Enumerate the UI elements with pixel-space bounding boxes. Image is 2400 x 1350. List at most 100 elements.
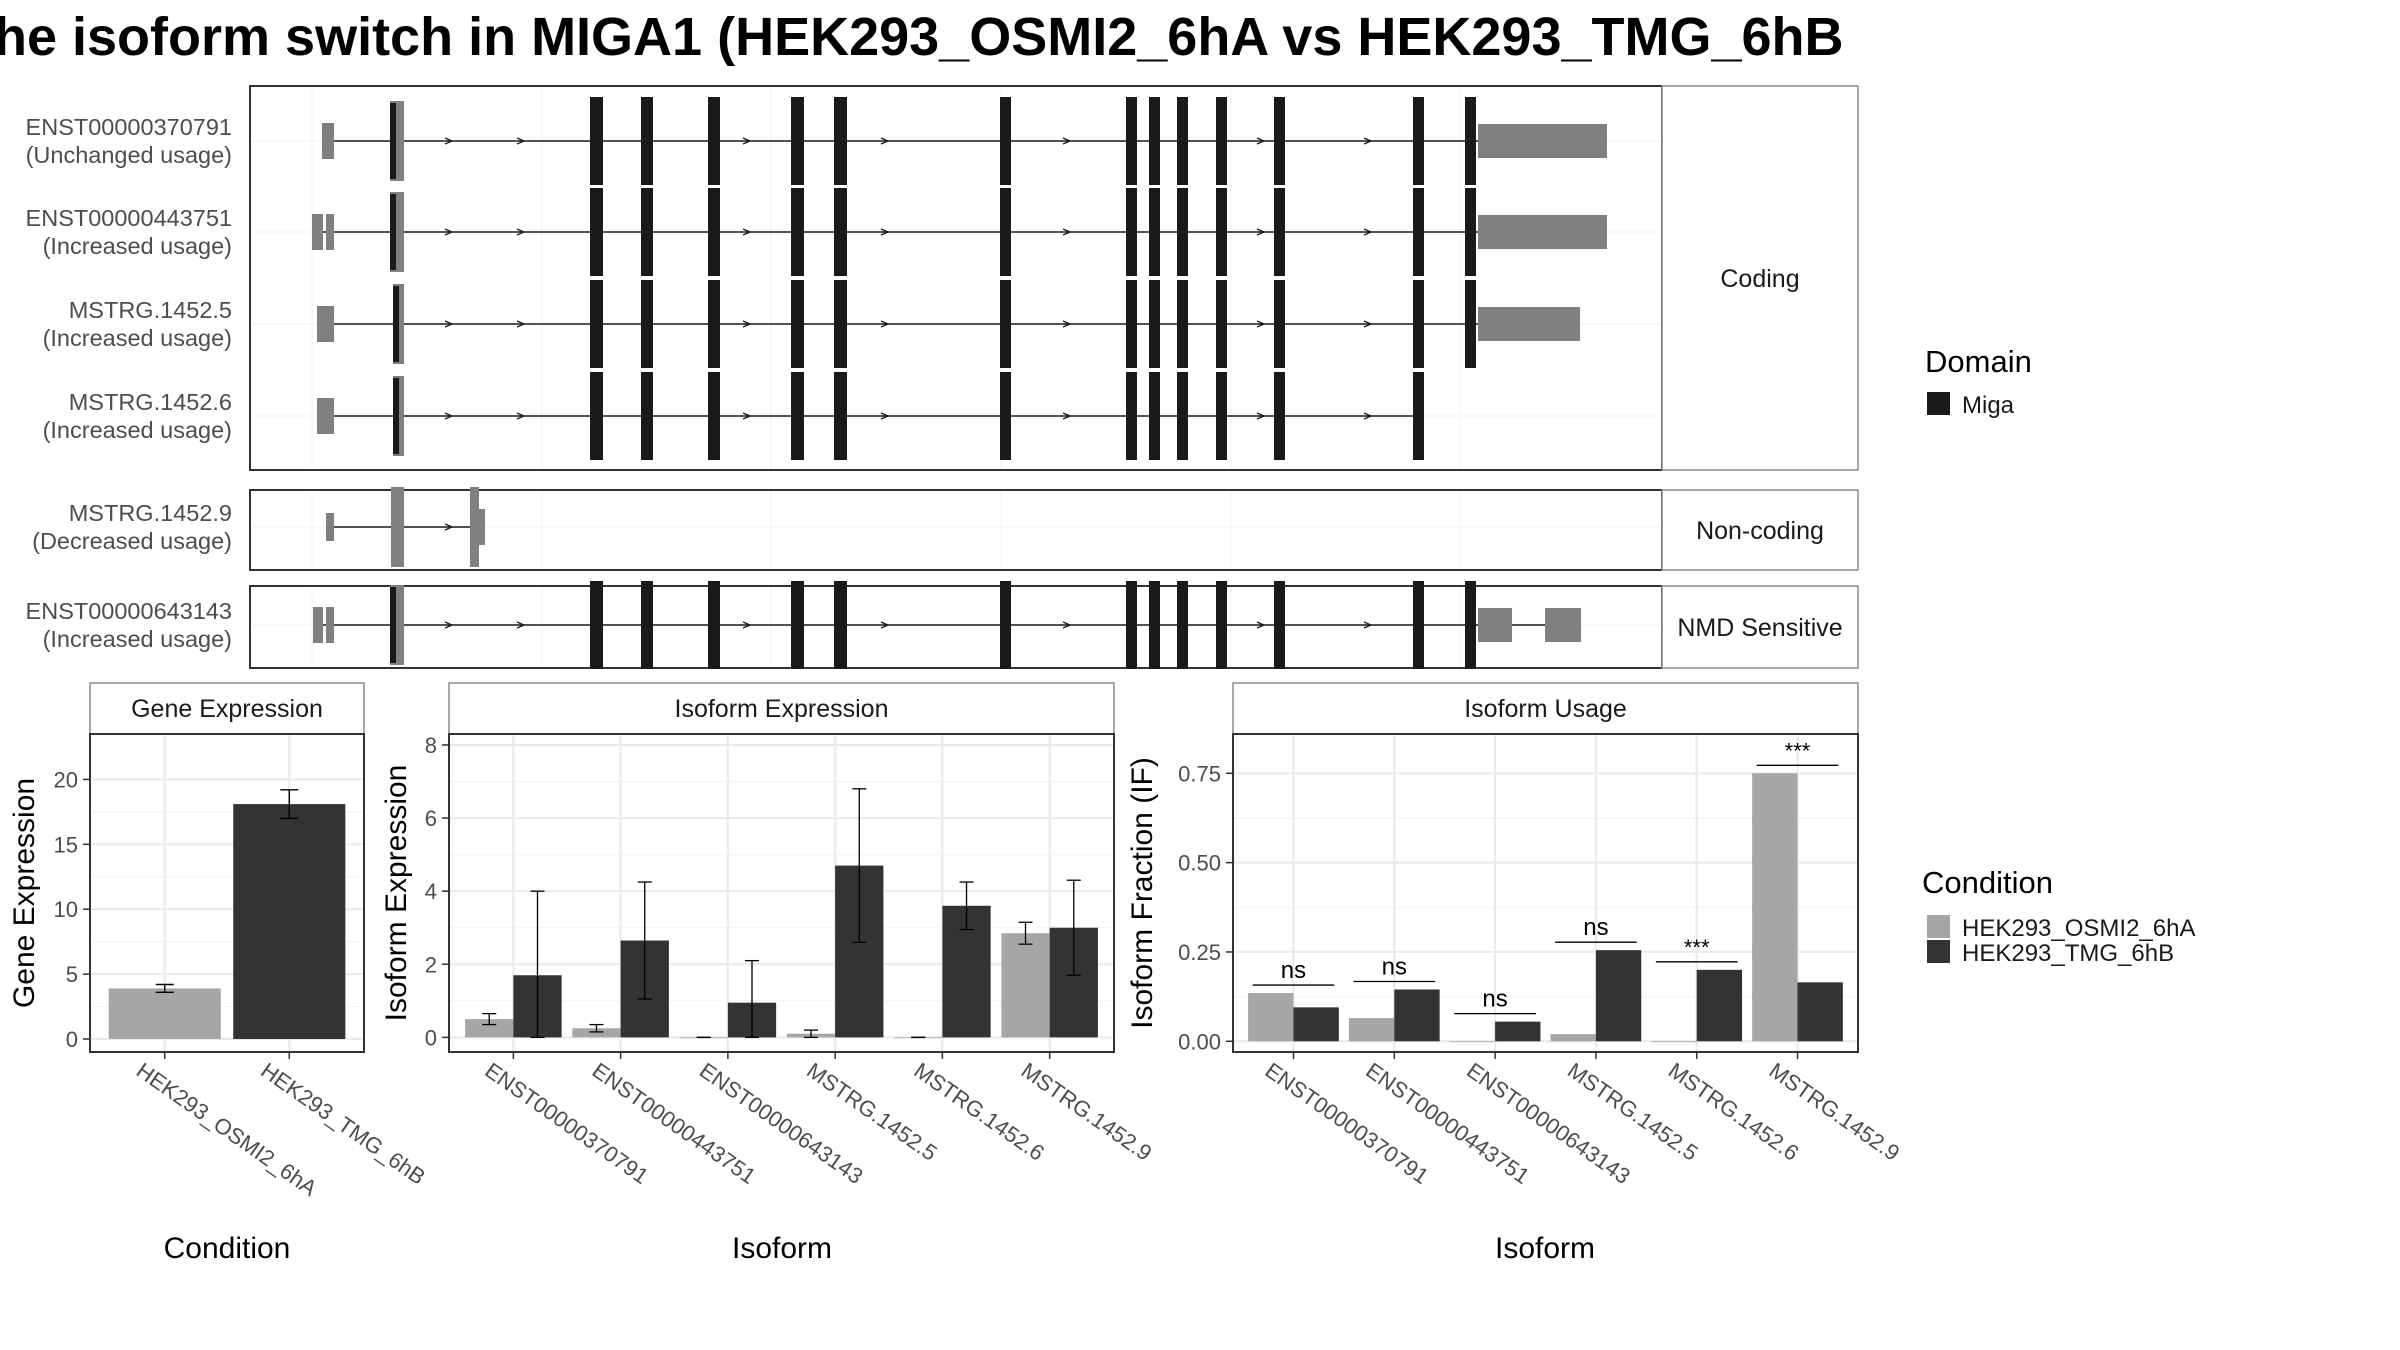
- utr-exon: [1478, 307, 1580, 341]
- strand-arrow: [880, 228, 890, 236]
- miga-domain-exon: [1413, 280, 1424, 368]
- strand-arrow: [444, 228, 454, 236]
- structure-group-strip: [1661, 85, 1859, 471]
- miga-domain-exon: [1413, 188, 1424, 276]
- miga-domain-exon: [1000, 581, 1011, 669]
- significance-label: ns: [1281, 957, 1306, 984]
- bar-HEK293_OSMI2_6hA: [108, 988, 221, 1040]
- strand-arrow: [880, 320, 890, 328]
- utr-exon: [1478, 124, 1607, 158]
- miga-domain-exon: [1177, 188, 1188, 276]
- miga-domain-exon: [641, 280, 653, 368]
- chart-plot-border: [448, 733, 1115, 1053]
- figure-title: he isoform switch in MIGA1 (HEK293_OSMI2…: [0, 7, 1844, 67]
- strand-arrow: [1256, 228, 1266, 236]
- expression-charts: Gene Expression05101520HEK293_OSMI2_6hAH…: [8, 682, 1904, 1265]
- utr-exon: [313, 607, 323, 643]
- strand-arrow: [1062, 137, 1072, 145]
- bar-HEK293_OSMI2_6hA: [1348, 1018, 1395, 1042]
- strand-arrow: [444, 137, 454, 145]
- miga-domain-exon: [834, 97, 847, 185]
- miga-domain-exon: [1216, 188, 1227, 276]
- miga-domain-exon: [834, 372, 847, 460]
- miga-domain-exon: [834, 581, 847, 669]
- bar-HEK293_OSMI2_6hA: [1752, 773, 1798, 1042]
- strand-arrow: [880, 137, 890, 145]
- strand-arrow: [516, 412, 526, 420]
- transcript-id-label: ENST00000443751: [26, 205, 232, 231]
- transcript-id-label: MSTRG.1452.5: [69, 297, 232, 323]
- y-tick-label: 10: [54, 897, 78, 922]
- strand-arrow: [1062, 621, 1072, 629]
- bar-HEK293_OSMI2_6hA: [572, 1028, 621, 1038]
- strand-arrow: [1256, 137, 1266, 145]
- bar-HEK293_OSMI2_6hA: [1001, 933, 1050, 1038]
- utr-exon: [1478, 215, 1607, 249]
- x-tick-label: ENST00000370791: [1261, 1058, 1434, 1189]
- y-tick-label: 0.75: [1178, 761, 1221, 786]
- miga-domain-exon: [708, 280, 720, 368]
- miga-domain-exon: [1126, 188, 1137, 276]
- strand-arrow: [880, 412, 890, 420]
- miga-domain-exon: [708, 188, 720, 276]
- miga-domain-exon: [1149, 97, 1160, 185]
- coding-exon: [391, 487, 404, 567]
- transcript-usage-label: (Increased usage): [43, 325, 232, 351]
- structure-group-label: Coding: [1720, 265, 1799, 293]
- y-tick-label: 0.00: [1178, 1029, 1221, 1054]
- utr-exon: [312, 214, 323, 250]
- miga-domain-exon: [791, 581, 804, 669]
- structure-panel-bg: [250, 490, 1662, 570]
- significance-label: ns: [1583, 914, 1608, 941]
- miga-domain-exon: [834, 280, 847, 368]
- transcript-structure-panel: Coding ENST00000370791(Unchanged usage) EN…: [26, 85, 1859, 669]
- miga-domain-exon: [708, 581, 720, 669]
- chart-title: Isoform Usage: [1464, 695, 1627, 723]
- strand-arrow: [1256, 320, 1266, 328]
- transcript-id-label: MSTRG.1452.6: [69, 389, 232, 415]
- strand-arrow: [742, 412, 752, 420]
- x-axis-title: Isoform: [1495, 1232, 1595, 1265]
- miga-domain-exon: [1216, 581, 1227, 669]
- miga-domain-exon: [641, 372, 653, 460]
- strand-arrow: [1363, 320, 1373, 328]
- y-tick-label: 20: [54, 767, 78, 792]
- miga-domain-exon: [1274, 581, 1285, 669]
- miga-domain-exon: [1126, 280, 1137, 368]
- transcript-id-label: ENST00000370791: [26, 114, 232, 140]
- strand-arrow: [1062, 228, 1072, 236]
- miga-domain-exon: [834, 188, 847, 276]
- miga-domain-exon: [1177, 280, 1188, 368]
- strand-arrow: [516, 621, 526, 629]
- bar-HEK293_TMG_6hB: [1394, 989, 1440, 1042]
- domain-legend-label-miga: Miga: [1962, 392, 2015, 419]
- condition-legend-key-b: [1927, 940, 1950, 963]
- miga-domain-exon: [590, 97, 603, 185]
- y-tick-label: 0: [425, 1025, 437, 1050]
- bar-HEK293_TMG_6hB: [1797, 982, 1843, 1042]
- coding-exon: [470, 487, 479, 567]
- bar-HEK293_TMG_6hB: [233, 804, 346, 1040]
- significance-label: ***: [1684, 935, 1710, 960]
- structure-group-label: Non-coding: [1696, 517, 1824, 545]
- strand-arrow: [516, 228, 526, 236]
- miga-domain-exon: [393, 378, 399, 454]
- miga-domain-exon: [1149, 581, 1160, 669]
- miga-domain-exon: [1413, 97, 1424, 185]
- miga-domain-exon: [708, 97, 720, 185]
- utr-exon: [326, 513, 334, 541]
- miga-domain-exon: [1126, 97, 1137, 185]
- miga-domain-exon: [1149, 280, 1160, 368]
- miga-domain-exon: [390, 103, 396, 179]
- miga-domain-exon: [390, 194, 396, 270]
- transcript-usage-label: (Increased usage): [43, 233, 232, 259]
- miga-domain-exon: [1465, 581, 1476, 669]
- utr-exon: [322, 123, 334, 159]
- strand-arrow: [1256, 621, 1266, 629]
- miga-domain-exon: [1216, 372, 1227, 460]
- miga-domain-exon: [1000, 97, 1011, 185]
- domain-legend-title: Domain: [1925, 344, 2032, 379]
- y-tick-label: 2: [425, 952, 437, 977]
- strand-arrow: [742, 320, 752, 328]
- structure-group-label: NMD Sensitive: [1677, 614, 1842, 642]
